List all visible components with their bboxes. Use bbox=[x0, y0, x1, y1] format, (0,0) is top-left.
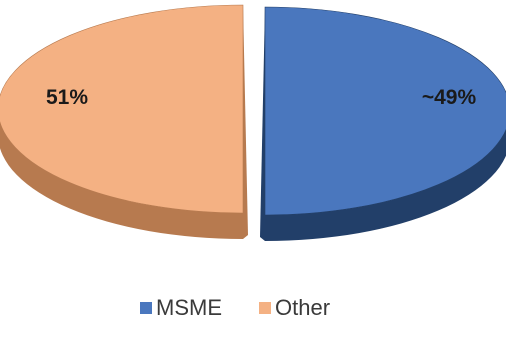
legend-swatch-other bbox=[259, 302, 271, 314]
legend: MSME Other bbox=[140, 295, 330, 320]
slice-labels: 51% ~49% bbox=[46, 86, 476, 109]
legend-swatch-msme bbox=[140, 302, 152, 314]
slice-other-side bbox=[0, 121, 243, 239]
data-label-other: 51% bbox=[46, 86, 88, 109]
slice-other-cut-face bbox=[243, 5, 248, 239]
data-label-msme: ~49% bbox=[422, 86, 477, 109]
pie-slices bbox=[0, 4, 506, 241]
slice-msme-cut-face bbox=[260, 7, 265, 241]
slice-other bbox=[0, 4, 244, 214]
slice-msme bbox=[264, 6, 506, 216]
legend-label-msme: MSME bbox=[156, 295, 222, 320]
legend-label-other: Other bbox=[275, 295, 330, 320]
slice-msme-side bbox=[265, 129, 506, 241]
